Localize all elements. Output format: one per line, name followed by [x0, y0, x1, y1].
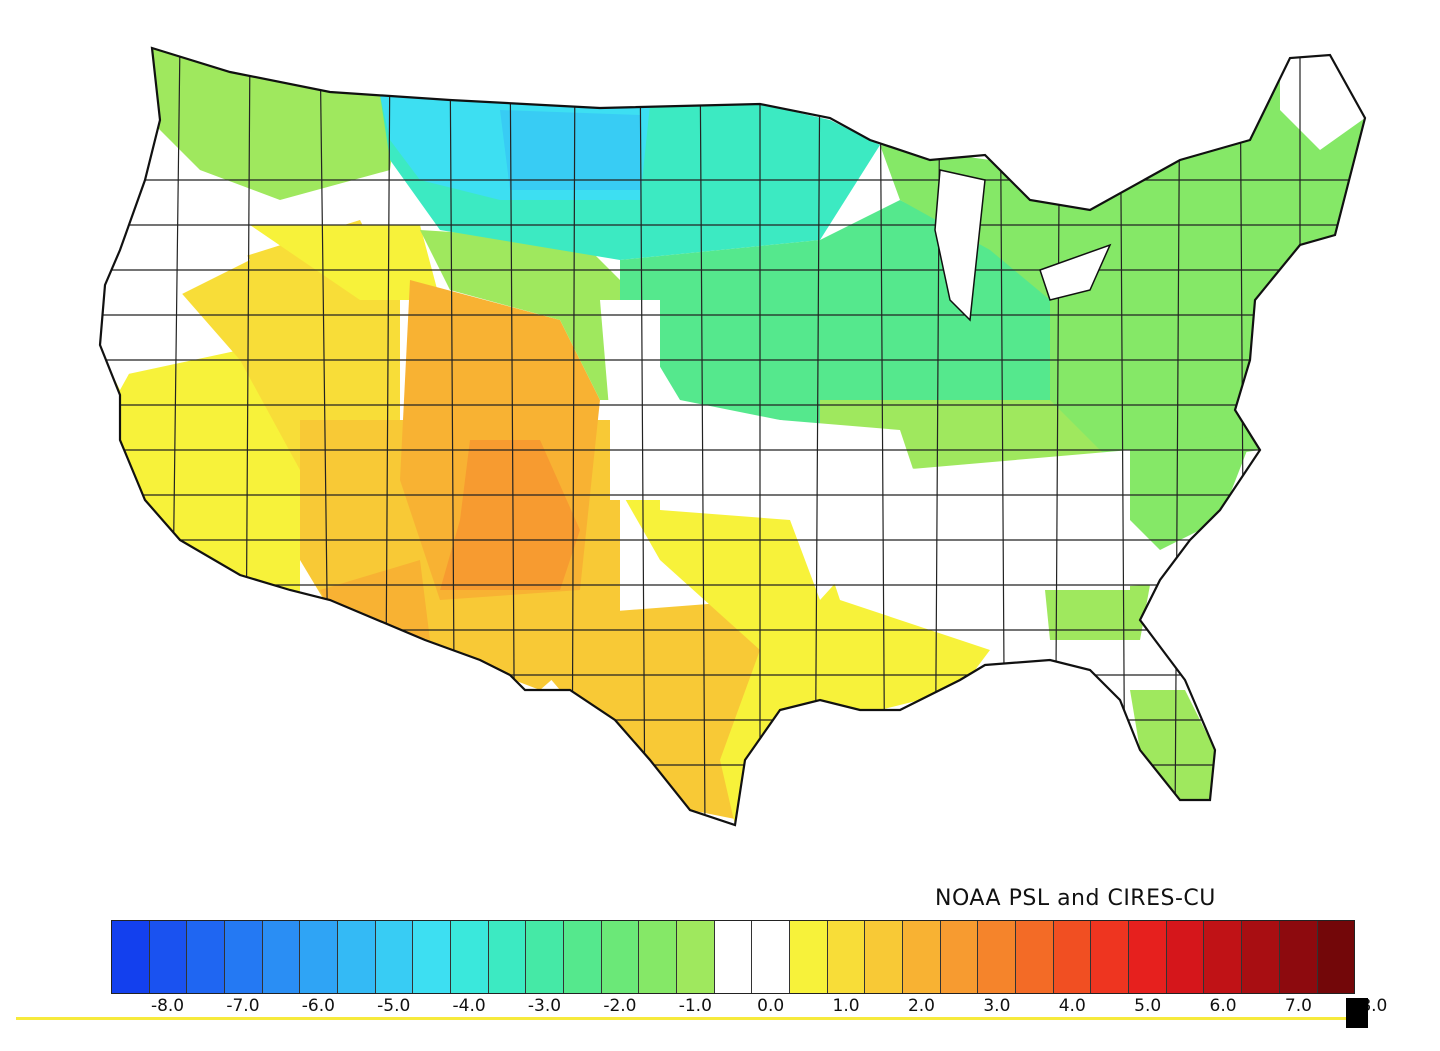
region-idaho: [250, 225, 440, 300]
region-georgia: [1045, 585, 1150, 640]
legend-cell: [451, 921, 489, 993]
legend-cell: [1166, 921, 1205, 993]
legend-cell: [149, 921, 188, 993]
legend-cell: [639, 921, 678, 993]
legend-cell: [526, 921, 565, 993]
black-marker: [1346, 998, 1368, 1028]
region-gulf: [620, 480, 990, 825]
us-outline: [98, 46, 1367, 827]
division-borders: [100, 48, 1365, 825]
region-california: [100, 350, 300, 600]
legend-label: -6.0: [301, 996, 335, 1016]
region-carolinas: [1130, 430, 1255, 550]
region-arizona: [320, 560, 430, 640]
legend-cell: [827, 921, 866, 993]
legend-label: 1.0: [832, 996, 860, 1016]
legend-cell: [300, 921, 339, 993]
legend-cell: [714, 921, 753, 993]
legend-label: 0.0: [757, 996, 785, 1016]
map-credit: NOAA PSL and CIRES-CU: [935, 886, 1216, 911]
legend-label: -4.0: [452, 996, 486, 1016]
legend-label: 5.0: [1134, 996, 1162, 1016]
color-scale-legend: [111, 920, 1355, 994]
legend-cell: [187, 921, 226, 993]
region-north-dakota: [500, 110, 640, 190]
region-wyoming: [420, 230, 660, 400]
vertical-borders: [169, 48, 1301, 825]
legend-cell: [1091, 921, 1130, 993]
legend-cell: [1016, 921, 1054, 993]
legend-tick-labels: -8.0 -7.0 -6.0 -5.0 -4.0 -3.0 -2.0 -1.0 0.0 1.0 2.…: [0, 996, 1440, 1020]
us-climate-division-map: [98, 46, 1367, 827]
yellow-underline: [16, 1017, 1346, 1020]
legend-label: 7.0: [1284, 996, 1312, 1016]
legend-cell: [225, 921, 263, 993]
legend-label: -3.0: [527, 996, 562, 1016]
legend-cell: [1317, 921, 1355, 993]
lake-michigan: [934, 169, 986, 322]
legend-cell: [940, 921, 979, 993]
legend-cell: [865, 921, 904, 993]
region-northeast: [880, 55, 1365, 470]
region-ozarks: [660, 410, 920, 600]
legend-label: 4.0: [1058, 996, 1086, 1016]
legend-label: 2.0: [907, 996, 936, 1016]
region-central-rockies: [440, 440, 580, 590]
legend-cell: [752, 921, 791, 993]
horizontal-borders: [100, 179, 1365, 766]
legend-cell: [375, 921, 414, 993]
legend-label: -5.0: [377, 996, 411, 1016]
legend-cell: [1053, 921, 1092, 993]
legend-cell: [338, 921, 376, 993]
region-southeast: [900, 450, 1130, 650]
legend-cell: [677, 921, 715, 993]
legend-cell: [1129, 921, 1167, 993]
region-maine: [1280, 55, 1365, 150]
legend-cell: [413, 921, 452, 993]
legend-label: 6.0: [1209, 996, 1237, 1016]
legend-cell: [1279, 921, 1318, 993]
legend-label: -1.0: [678, 996, 712, 1016]
region-west-coast: [100, 180, 250, 390]
lake-erie: [1039, 243, 1112, 301]
map-regions: [100, 48, 1365, 825]
legend-cell: [1204, 921, 1243, 993]
legend-cell: [564, 921, 602, 993]
region-florida: [1130, 690, 1215, 800]
legend-cell: [112, 921, 150, 993]
legend-label: 3.0: [983, 996, 1011, 1016]
legend-cell: [601, 921, 640, 993]
legend-label: -8.0: [150, 996, 185, 1016]
legend-cell: [903, 921, 941, 993]
legend-cell: [790, 921, 828, 993]
legend-cell: [1242, 921, 1280, 993]
legend-cell: [262, 921, 301, 993]
legend-cell: [978, 921, 1017, 993]
legend-cell: [488, 921, 527, 993]
legend-label: -2.0: [603, 996, 637, 1016]
legend-label: -7.0: [226, 996, 260, 1016]
